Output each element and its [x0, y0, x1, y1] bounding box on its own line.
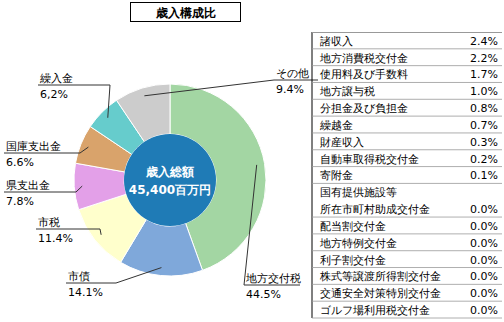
table-name-line: 分担金及び負担金 [320, 102, 408, 115]
category-label: 市債 [68, 270, 90, 283]
value-label: 14.1% [68, 286, 103, 299]
table-rule [312, 166, 502, 167]
table: 諸収入 2.4% 地方消費税交付金 2.2% 使用料及び手数料 1.7% 地方譲与税 1.0%… [312, 32, 502, 318]
table-name-line: 地方譲与税 [319, 85, 375, 98]
value-label: 7.8% [6, 195, 34, 208]
table-name: 利子割交付金 [320, 254, 386, 267]
table-value: 0.0% [470, 203, 498, 216]
table-rule [312, 149, 502, 150]
table-rule [312, 183, 502, 184]
center-label: 45,400百万円 [129, 183, 211, 197]
table-value: 0.0% [470, 237, 498, 250]
table-value: 0.0% [470, 287, 498, 300]
table-value: 0.0% [470, 254, 498, 267]
table-rule [312, 82, 502, 83]
table-name: 財産収入 [320, 136, 364, 149]
table-rule [312, 32, 502, 33]
table-value: 2.4% [470, 35, 498, 48]
category-label: 国庫支出金 [6, 140, 61, 153]
table-name-line: 財産収入 [320, 136, 364, 149]
table-rule [312, 217, 502, 218]
category-label: 地方交付税 [245, 272, 301, 285]
value-label: 44.5% [246, 288, 281, 301]
table-rule [312, 48, 502, 49]
table-name: 国有提供施設等所在市町村助成交付金 [320, 186, 430, 216]
table-name: ゴルフ場利用税交付金 [320, 304, 430, 317]
table-name-line: 地方消費税交付金 [319, 52, 408, 65]
table-rule [312, 65, 502, 66]
table-rule [312, 233, 502, 234]
title-box [131, 3, 241, 22]
table-name-line: ゴルフ場利用税交付金 [320, 304, 430, 317]
table-value: 0.7% [470, 119, 498, 132]
table-name: 繰越金 [319, 119, 353, 132]
table-name: 株式等譲渡所得割交付金 [319, 270, 441, 283]
category-label: 市税 [38, 216, 60, 229]
table-name: 配当割交付金 [320, 220, 386, 233]
center-label: 歳入総額 [145, 165, 194, 179]
table-value: 0.1% [470, 169, 498, 182]
value-label: 6,2% [40, 88, 68, 101]
table-name-line: 株式等譲渡所得割交付金 [319, 270, 441, 283]
table-name: 自動車取得税交付金 [320, 153, 419, 166]
table-value: 0.2% [470, 153, 498, 166]
value-label: 6.6% [6, 156, 34, 169]
table-rule [312, 267, 502, 268]
table-name: 地方消費税交付金 [319, 52, 408, 65]
leader-line [244, 165, 300, 285]
value-label: 11.4% [38, 232, 73, 245]
table-name-line: 交通安全対策特別交付金 [320, 287, 441, 300]
leader-line [144, 80, 318, 96]
table-name: 交通安全対策特別交付金 [320, 287, 441, 300]
table-name: 分担金及び負担金 [320, 102, 408, 115]
table-name-line: 所在市町村助成交付金 [320, 203, 430, 216]
table-name-line: 寄附金 [320, 169, 353, 182]
table-name: 諸収入 [320, 35, 353, 48]
leader-line [66, 268, 161, 283]
table-value: 0.0% [470, 220, 498, 233]
table-name-line: 自動車取得税交付金 [320, 153, 419, 166]
table-value: 0.0% [470, 304, 498, 317]
table-rule [312, 318, 502, 319]
table-name-line: 使用料及び手数料 [320, 68, 408, 81]
value-label: 9.4% [276, 83, 304, 96]
title: 歳入構成比 [155, 6, 216, 20]
table-value: 1.0% [470, 85, 498, 98]
table-rule [312, 250, 502, 251]
table-rule [312, 284, 502, 285]
center-circle [124, 134, 216, 226]
category-label: その他 [276, 67, 309, 80]
table-name: 地方譲与税 [319, 85, 375, 98]
table-rule [312, 116, 502, 117]
table-rule [312, 301, 502, 302]
table-name-line: 配当割交付金 [320, 220, 386, 233]
table-name-line: 繰越金 [319, 119, 353, 132]
table-name-line: 利子割交付金 [320, 254, 386, 267]
table-rule [312, 132, 502, 133]
slice [117, 84, 170, 142]
leader-line [38, 85, 110, 118]
table-name: 地方特例交付金 [319, 237, 397, 250]
table-name: 寄附金 [320, 169, 353, 182]
pie [74, 84, 266, 276]
table-value: 0.0% [470, 270, 498, 283]
category-label: 繰入金 [39, 72, 73, 85]
canvas: 歳入構成比歳入総額 45,400百万円地方交付税 44.5% 市債 14.1% 市税 11.… [0, 0, 504, 322]
table-rule [312, 99, 502, 100]
table-border [312, 32, 313, 318]
table-name: 使用料及び手数料 [320, 68, 408, 81]
table-value: 0.8% [470, 102, 498, 115]
data-labels: 地方交付税 44.5% 市債 14.1% 市税 11.4% 県支出金 7.8% 国庫支出金 6.6… [4, 67, 318, 301]
table-name-line: 国有提供施設等 [320, 186, 397, 199]
category-label: 県支出金 [6, 179, 50, 192]
table-name-line: 諸収入 [320, 35, 353, 48]
table-value: 0.3% [470, 136, 498, 149]
table-name-line: 地方特例交付金 [319, 237, 397, 250]
table-value: 2.2% [470, 52, 498, 65]
table-value: 1.7% [470, 68, 498, 81]
